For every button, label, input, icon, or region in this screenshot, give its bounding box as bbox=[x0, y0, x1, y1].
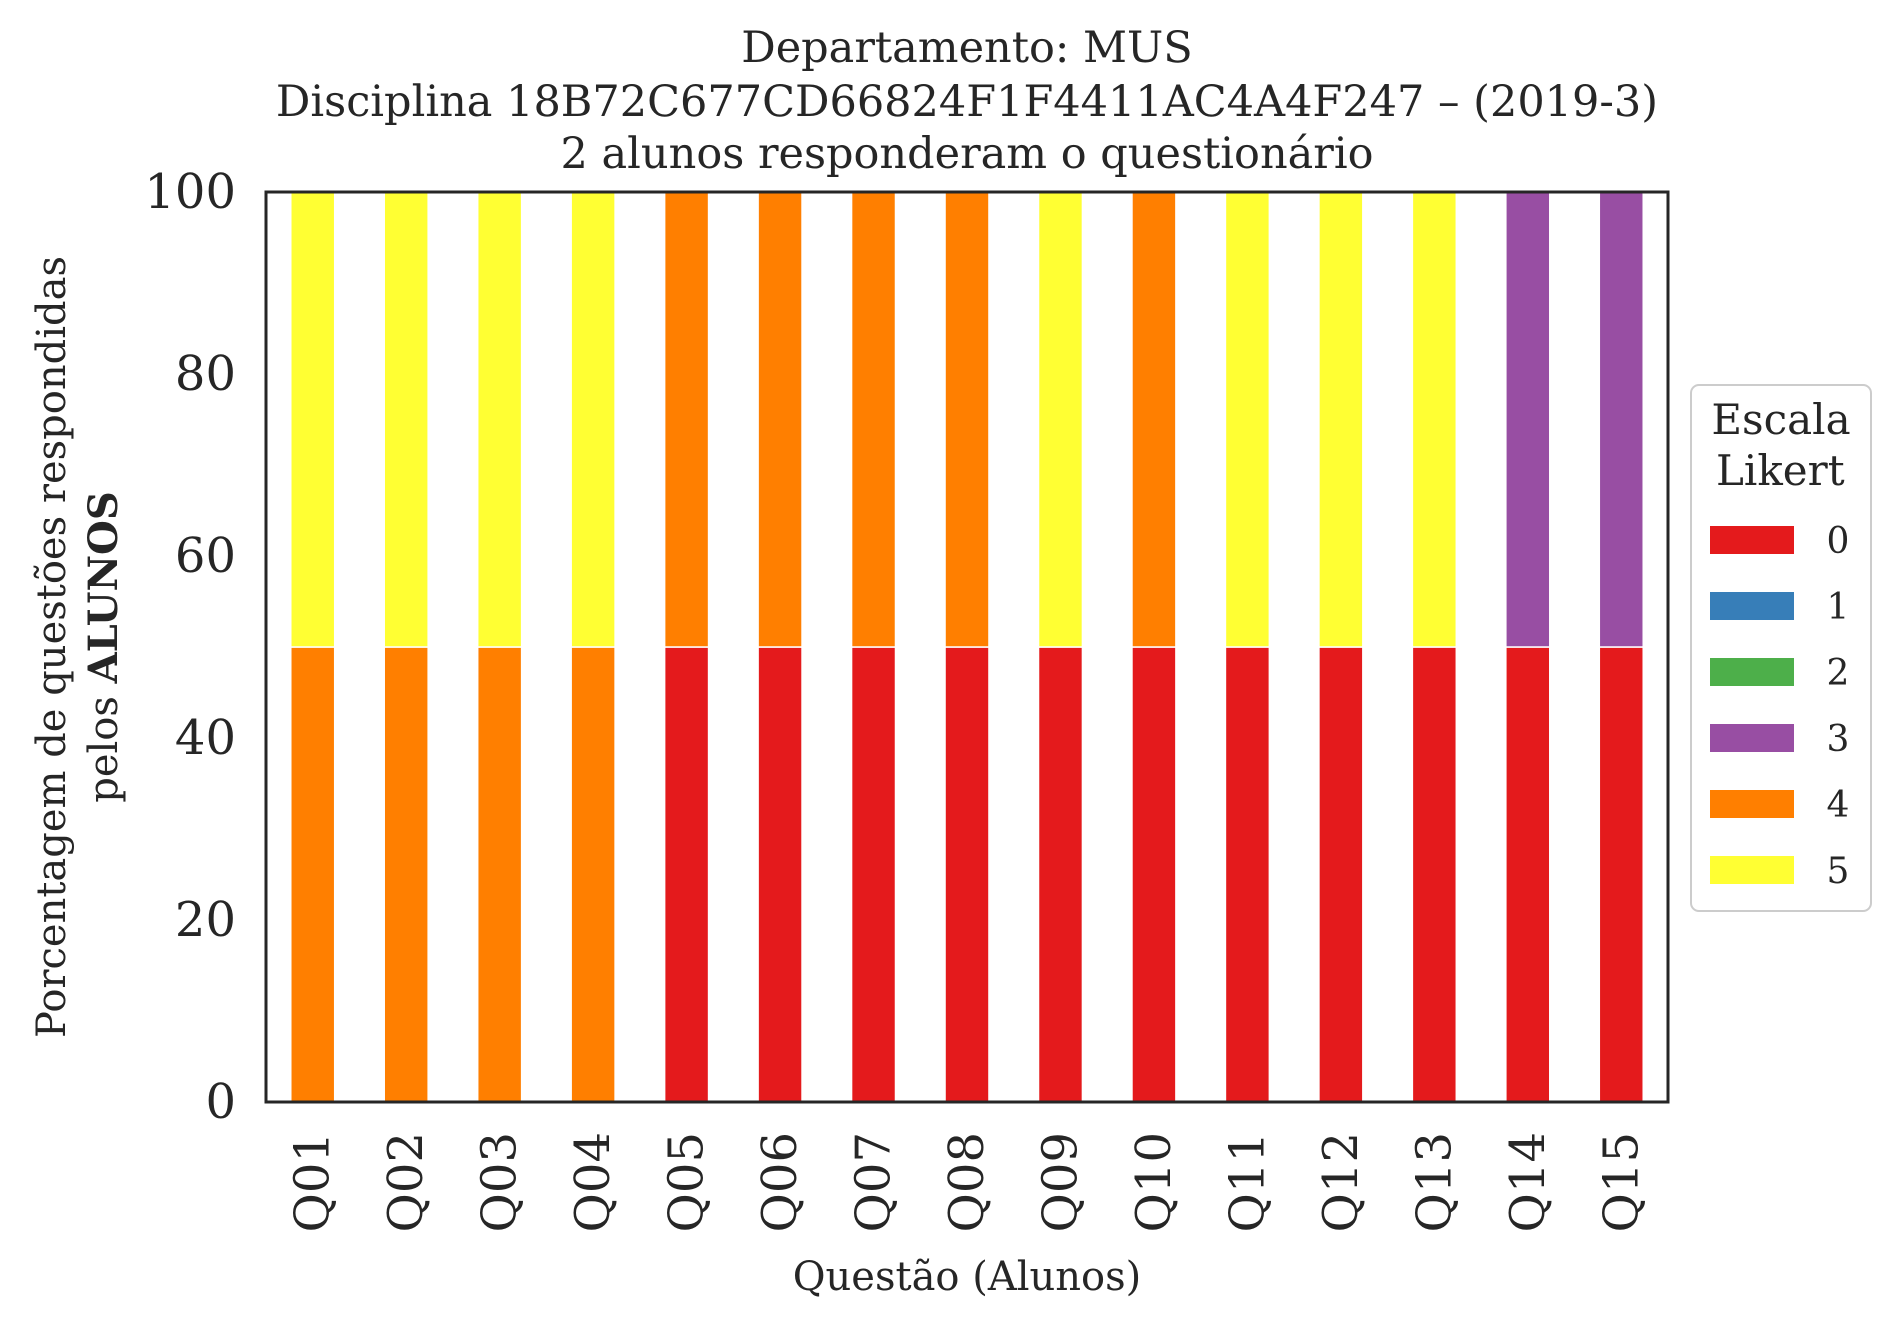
bar-segment-q13-scale-5 bbox=[1411, 191, 1458, 648]
x-tick-label: Q14 bbox=[1500, 1132, 1556, 1232]
bar-segment-q03-scale-4 bbox=[476, 646, 523, 1103]
plot-frame bbox=[264, 190, 1670, 1104]
bar-segment-q13-scale-0 bbox=[1411, 646, 1458, 1103]
bar-segment-q04-scale-5 bbox=[570, 191, 616, 648]
bar-segment-q04-scale-4 bbox=[570, 646, 616, 1103]
y-axis-label-prefix: pelos bbox=[81, 683, 127, 802]
x-tick-label: Q12 bbox=[1313, 1132, 1369, 1232]
x-tick-label: Q09 bbox=[1032, 1132, 1088, 1232]
y-tick-label: 60 bbox=[175, 528, 236, 584]
bars-layer bbox=[290, 191, 1644, 1103]
y-tick-label: 80 bbox=[175, 346, 236, 402]
legend-label-4: 4 bbox=[1827, 785, 1850, 826]
legend-swatch-4 bbox=[1710, 790, 1794, 818]
x-tick-label: Q04 bbox=[565, 1132, 621, 1232]
bar-segment-q02-scale-4 bbox=[383, 646, 429, 1103]
bar-segment-q02-scale-5 bbox=[383, 191, 429, 648]
x-tick-label: Q05 bbox=[659, 1132, 715, 1232]
x-tick-label: Q11 bbox=[1219, 1132, 1275, 1232]
x-tick-label: Q02 bbox=[378, 1132, 434, 1232]
bar-segment-q14-scale-3 bbox=[1505, 191, 1551, 648]
bar-segment-q11-scale-0 bbox=[1224, 646, 1271, 1103]
chart-title-line-3: 2 alunos responderam o questionário bbox=[561, 129, 1374, 179]
legend-label-3: 3 bbox=[1827, 719, 1850, 760]
bar-segment-q09-scale-0 bbox=[1037, 646, 1084, 1103]
bar-segment-q07-scale-4 bbox=[850, 191, 897, 648]
bar-segment-q03-scale-5 bbox=[476, 191, 523, 648]
bar-segment-q07-scale-0 bbox=[850, 646, 897, 1103]
y-axis-label: Porcentagem de questões respondidas pelo… bbox=[29, 256, 127, 1038]
x-tick-label: Q08 bbox=[939, 1132, 995, 1232]
legend: Escala Likert 0 1 2 3 4 5 bbox=[1690, 384, 1872, 912]
bar-segment-q08-scale-0 bbox=[944, 646, 990, 1103]
bar-segment-q14-scale-0 bbox=[1505, 646, 1551, 1103]
bar-segment-q12-scale-5 bbox=[1318, 191, 1364, 648]
legend-label-1: 1 bbox=[1827, 587, 1850, 628]
bar-segment-q06-scale-4 bbox=[757, 191, 803, 648]
legend-swatch-0 bbox=[1710, 526, 1794, 554]
chart-title: Departamento: MUS Disciplina 18B72C677CD… bbox=[276, 23, 1658, 179]
y-tick-label: 100 bbox=[144, 164, 236, 220]
legend-title-line-1: Escala bbox=[1711, 395, 1850, 444]
x-tick-label: Q15 bbox=[1593, 1132, 1649, 1232]
x-axis-ticks: Q01 Q02 Q03 Q04 Q05 Q06 Q07 Q08 Q09 Q10 Q11 Q12 Q13 Q… bbox=[285, 1132, 1650, 1232]
bar-segment-q11-scale-5 bbox=[1224, 191, 1271, 648]
legend-box bbox=[1690, 384, 1872, 912]
legend-swatch-3 bbox=[1710, 724, 1794, 752]
legend-label-5: 5 bbox=[1827, 851, 1850, 892]
bar-segment-q01-scale-5 bbox=[290, 191, 336, 648]
x-tick-label: Q06 bbox=[752, 1132, 808, 1232]
legend-swatch-5 bbox=[1710, 856, 1794, 884]
y-axis-ticks: 0 20 40 60 80 100 bbox=[144, 164, 236, 1130]
legend-label-0: 0 bbox=[1827, 521, 1850, 562]
bar-segment-q05-scale-4 bbox=[663, 191, 710, 648]
bar-segment-q08-scale-4 bbox=[944, 191, 990, 648]
bar-segment-q12-scale-0 bbox=[1318, 646, 1364, 1103]
y-tick-label: 40 bbox=[175, 710, 236, 766]
chart-title-line-1: Departamento: MUS bbox=[741, 23, 1193, 73]
y-axis-label-line-2: pelos ALUNOS bbox=[80, 491, 127, 803]
x-tick-label: Q10 bbox=[1126, 1132, 1182, 1232]
bar-segment-q15-scale-3 bbox=[1598, 191, 1644, 648]
legend-swatch-2 bbox=[1710, 658, 1794, 686]
bar-segment-q15-scale-0 bbox=[1598, 646, 1644, 1103]
x-tick-label: Q01 bbox=[285, 1132, 341, 1232]
y-tick-label: 0 bbox=[205, 1074, 236, 1130]
x-axis-label: Questão (Alunos) bbox=[793, 1254, 1142, 1300]
bar-segment-q09-scale-5 bbox=[1037, 191, 1084, 648]
y-axis-label-bold: ALUNOS bbox=[80, 491, 127, 684]
x-tick-label: Q07 bbox=[846, 1132, 902, 1232]
x-tick-label: Q13 bbox=[1406, 1132, 1462, 1232]
legend-label-2: 2 bbox=[1827, 653, 1850, 694]
y-axis-label-line-1: Porcentagem de questões respondidas bbox=[29, 256, 75, 1038]
legend-items: 0 1 2 3 4 5 bbox=[1710, 521, 1849, 892]
bar-segment-q05-scale-0 bbox=[663, 646, 710, 1103]
bar-segment-q10-scale-0 bbox=[1131, 646, 1177, 1103]
legend-title-line-2: Likert bbox=[1716, 446, 1845, 495]
bar-segment-q06-scale-0 bbox=[757, 646, 803, 1103]
bar-segment-q10-scale-4 bbox=[1131, 191, 1177, 648]
bar-segment-q01-scale-4 bbox=[290, 646, 336, 1103]
x-tick-label: Q03 bbox=[472, 1132, 528, 1232]
chart-title-line-2: Disciplina 18B72C677CD66824F1F4411AC4A4F… bbox=[276, 77, 1658, 127]
legend-swatch-1 bbox=[1710, 592, 1794, 620]
y-tick-label: 20 bbox=[175, 892, 236, 948]
